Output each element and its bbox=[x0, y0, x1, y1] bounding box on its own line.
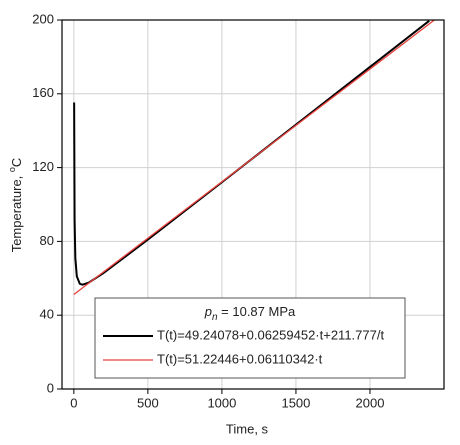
y-label-text: Temperature, bbox=[9, 172, 24, 252]
legend-title: pn = 10.87 MPa bbox=[204, 304, 296, 322]
y-axis-label: Temperature, oC bbox=[7, 158, 24, 253]
y-label-unit: C bbox=[9, 158, 24, 167]
plot-frame bbox=[61, 19, 445, 390]
legend-title-sub: n bbox=[212, 312, 218, 323]
y-tick-label: 120 bbox=[32, 159, 54, 174]
x-tick-label: 1500 bbox=[281, 395, 310, 410]
x-tick-label: 500 bbox=[137, 395, 159, 410]
x-tick-label: 2000 bbox=[356, 395, 385, 410]
legend-label: T(t)=51.22446+0.06110342·t bbox=[157, 351, 323, 366]
y-label-sup: o bbox=[7, 167, 17, 172]
y-tick-label: 0 bbox=[47, 380, 54, 395]
series-line bbox=[73, 20, 430, 286]
legend-box bbox=[94, 297, 406, 379]
x-tick-label: 1000 bbox=[207, 395, 236, 410]
x-axis-label: Time, s bbox=[226, 421, 269, 436]
y-tick-label: 160 bbox=[32, 85, 54, 100]
legend-label: T(t)=49.24078+0.06259452·t+211.777/t bbox=[157, 327, 384, 342]
series-line bbox=[73, 20, 436, 296]
y-tick-label: 40 bbox=[40, 307, 54, 322]
y-tick-label: 80 bbox=[40, 233, 54, 248]
x-tick-label: 0 bbox=[70, 395, 77, 410]
y-tick-label: 200 bbox=[32, 11, 54, 26]
legend-title-text: = 10.87 MPa bbox=[218, 304, 296, 319]
legend-title-symbol: p bbox=[204, 304, 212, 319]
